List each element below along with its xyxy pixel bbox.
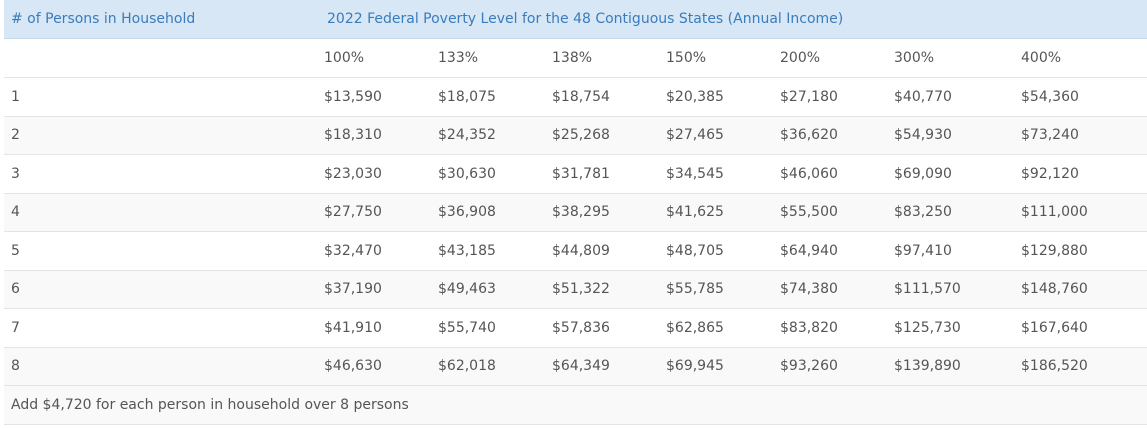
income-cell: $18,310 (317, 116, 431, 155)
income-cell: $46,630 (317, 347, 431, 386)
income-cell: $24,352 (431, 116, 545, 155)
income-cell: $54,930 (887, 116, 1014, 155)
income-cell: $34,545 (659, 154, 773, 194)
income-cell: $73,240 (1014, 116, 1147, 155)
table-row: 3 $23,030 $30,630 $31,781 $34,545 $46,060 $69,… (4, 154, 1147, 194)
income-cell: $83,820 (773, 308, 887, 348)
income-cell: $49,463 (431, 270, 545, 309)
income-cell: $139,890 (887, 347, 1014, 386)
income-cell: $51,322 (545, 270, 659, 309)
income-cell: $38,295 (545, 193, 659, 232)
footer-note: Add $4,720 for each person in household … (4, 385, 1147, 425)
percent-header-cell: 150% (659, 38, 773, 78)
table-row: 1 $13,590 $18,075 $18,754 $20,385 $27,180 $40,… (4, 77, 1147, 117)
income-cell: $111,570 (887, 270, 1014, 309)
income-cell: $64,940 (773, 231, 887, 271)
income-cell: $186,520 (1014, 347, 1147, 386)
income-cell: $57,836 (545, 308, 659, 348)
income-cell: $41,625 (659, 193, 773, 232)
household-size-cell: 1 (4, 77, 317, 117)
percent-header-cell: 138% (545, 38, 659, 78)
household-size-header: # of Persons in Household (4, 0, 317, 39)
income-cell: $55,500 (773, 193, 887, 232)
percent-header-cell: 133% (431, 38, 545, 78)
income-cell: $83,250 (887, 193, 1014, 232)
income-cell: $23,030 (317, 154, 431, 194)
percent-header-cell: 400% (1014, 38, 1147, 78)
income-cell: $46,060 (773, 154, 887, 194)
income-cell: $55,740 (431, 308, 545, 348)
income-cell: $27,180 (773, 77, 887, 117)
income-cell: $41,910 (317, 308, 431, 348)
income-cell: $25,268 (545, 116, 659, 155)
income-cell: $40,770 (887, 77, 1014, 117)
income-cell: $55,785 (659, 270, 773, 309)
income-cell: $32,470 (317, 231, 431, 271)
income-cell: $43,185 (431, 231, 545, 271)
table-row: 6 $37,190 $49,463 $51,322 $55,785 $74,380 $111… (4, 270, 1147, 309)
table-footer-row: Add $4,720 for each person in household … (4, 385, 1147, 425)
income-cell: $97,410 (887, 231, 1014, 271)
table-row: 7 $41,910 $55,740 $57,836 $62,865 $83,820 $125… (4, 308, 1147, 348)
income-cell: $36,620 (773, 116, 887, 155)
percent-header-row: 100% 133% 138% 150% 200% 300% 400% (4, 38, 1147, 78)
household-size-cell: 7 (4, 308, 317, 348)
percent-header-empty-cell (4, 38, 317, 78)
income-cell: $44,809 (545, 231, 659, 271)
household-size-cell: 3 (4, 154, 317, 194)
income-cell: $13,590 (317, 77, 431, 117)
income-cell: $48,705 (659, 231, 773, 271)
income-cell: $148,760 (1014, 270, 1147, 309)
income-cell: $92,120 (1014, 154, 1147, 194)
income-cell: $31,781 (545, 154, 659, 194)
income-cell: $111,000 (1014, 193, 1147, 232)
income-cell: $69,090 (887, 154, 1014, 194)
income-cell: $69,945 (659, 347, 773, 386)
table-row: 4 $27,750 $36,908 $38,295 $41,625 $55,500 $83,… (4, 193, 1147, 232)
income-cell: $62,018 (431, 347, 545, 386)
income-cell: $30,630 (431, 154, 545, 194)
table-row: 8 $46,630 $62,018 $64,349 $69,945 $93,260 $139… (4, 347, 1147, 386)
household-size-cell: 6 (4, 270, 317, 309)
income-cell: $74,380 (773, 270, 887, 309)
income-cell: $125,730 (887, 308, 1014, 348)
income-cell: $18,754 (545, 77, 659, 117)
income-cell: $37,190 (317, 270, 431, 309)
poverty-level-table: # of Persons in Household 2022 Federal P… (4, 0, 1147, 425)
percent-header-cell: 100% (317, 38, 431, 78)
table-row: 2 $18,310 $24,352 $25,268 $27,465 $36,620 $54,… (4, 116, 1147, 155)
income-cell: $167,640 (1014, 308, 1147, 348)
income-cell: $36,908 (431, 193, 545, 232)
income-cell: $20,385 (659, 77, 773, 117)
income-cell: $54,360 (1014, 77, 1147, 117)
income-cell: $27,465 (659, 116, 773, 155)
income-cell: $93,260 (773, 347, 887, 386)
income-cell: $27,750 (317, 193, 431, 232)
household-size-cell: 8 (4, 347, 317, 386)
income-cell: $129,880 (1014, 231, 1147, 271)
table-header-row: # of Persons in Household 2022 Federal P… (4, 0, 1147, 39)
household-size-cell: 4 (4, 193, 317, 232)
percent-header-cell: 200% (773, 38, 887, 78)
percent-header-cell: 300% (887, 38, 1014, 78)
household-size-cell: 5 (4, 231, 317, 271)
income-cell: $62,865 (659, 308, 773, 348)
household-size-cell: 2 (4, 116, 317, 155)
table-title-header: 2022 Federal Poverty Level for the 48 Co… (317, 0, 1147, 39)
income-cell: $18,075 (431, 77, 545, 117)
income-cell: $64,349 (545, 347, 659, 386)
table-row: 5 $32,470 $43,185 $44,809 $48,705 $64,940 $97,… (4, 231, 1147, 271)
